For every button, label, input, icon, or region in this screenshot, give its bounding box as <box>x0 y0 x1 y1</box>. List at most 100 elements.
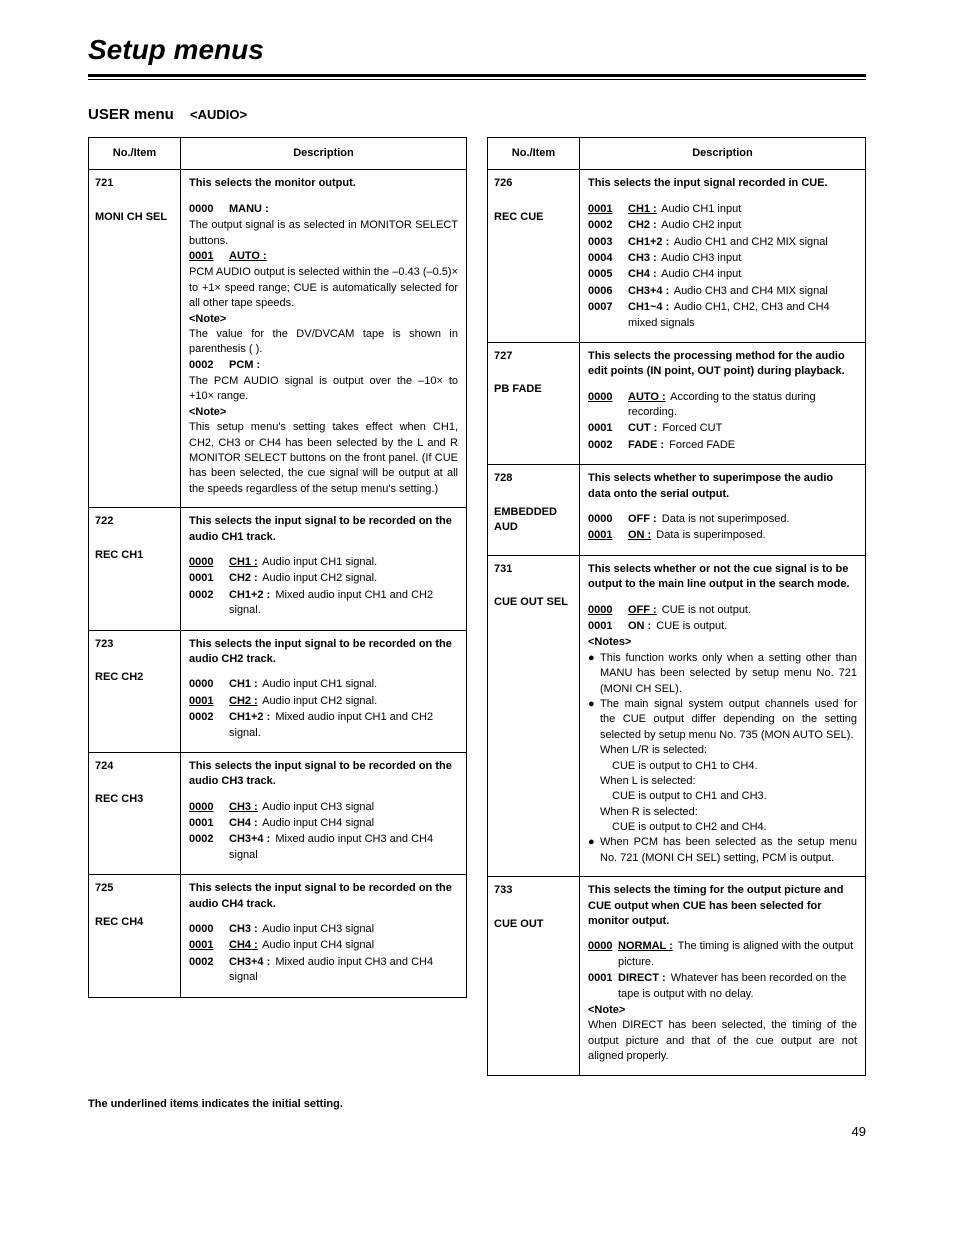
opt-label: OFF : <box>628 513 659 525</box>
opt-label: CH1+2 : <box>229 711 272 723</box>
opt-row: 0000 CH3 : Audio input CH3 signal <box>189 922 458 937</box>
opt-label: CH1+2 : <box>229 589 272 601</box>
item-no: 723 <box>95 637 174 652</box>
desc-cell: This selects the input signal recorded i… <box>580 170 866 343</box>
page-title: Setup menus <box>88 34 866 66</box>
item-name: REC CH3 <box>95 792 174 807</box>
note-sub: When L is selected: <box>588 774 857 789</box>
bullet: ●The main signal system output channels … <box>588 697 857 743</box>
opt-label: CH1 : <box>229 678 260 690</box>
opt-code: 0007 <box>588 300 628 331</box>
opt-code: 0002 <box>588 438 628 453</box>
opt-code: 0002 <box>189 832 229 863</box>
opt-desc: The PCM AUDIO signal is output over the … <box>189 374 458 405</box>
opt-row: 0000OFF : Data is not superimposed. <box>588 512 857 527</box>
opt-text: Audio CH2 input <box>659 219 742 231</box>
table-row: 726 REC CUE This selects the input signa… <box>488 170 866 343</box>
bullet-text: When PCM has been selected as the setup … <box>600 835 857 866</box>
opt-code: 0003 <box>588 235 628 250</box>
footnote: The underlined items indicates the initi… <box>88 1098 866 1110</box>
opt-row: 0004CH3 : Audio CH3 input <box>588 251 857 266</box>
opt-text: Audio input CH2 signal. <box>260 572 377 584</box>
opt-code: 0006 <box>588 284 628 299</box>
desc-cell: This selects whether or not the cue sign… <box>580 555 866 876</box>
desc-cell: This selects the timing for the output p… <box>580 877 866 1075</box>
opt-label: MANU : <box>229 202 271 217</box>
note-text: The value for the DV/DVCAM tape is shown… <box>189 327 458 358</box>
bullet: ●When PCM has been selected as the setup… <box>588 835 857 866</box>
opt-label: CH3 : <box>229 923 260 935</box>
item-name: REC CH2 <box>95 670 174 685</box>
opt-text: Audio input CH1 signal. <box>260 556 377 568</box>
item-no: 727 <box>494 349 573 364</box>
opt-label: AUTO : <box>628 391 668 403</box>
opt-code: 0000 <box>189 555 229 570</box>
opt-row: 0001 CH2 : Audio input CH2 signal. <box>189 571 458 586</box>
header-desc: Description <box>580 138 866 170</box>
note-tag: <Note> <box>189 405 458 420</box>
note-sub: CUE is output to CH1 to CH4. <box>588 759 857 774</box>
item-cell: 727 PB FADE <box>488 342 580 464</box>
note-sub: CUE is output to CH2 and CH4. <box>588 820 857 835</box>
opt-label: NORMAL : <box>618 940 675 952</box>
item-no: 724 <box>95 759 174 774</box>
opt-label: DIRECT : <box>618 972 668 984</box>
opt-row: 0000 CH3 : Audio input CH3 signal <box>189 800 458 815</box>
table-header-row: No./Item Description <box>89 138 467 170</box>
opt-text: Audio CH4 input <box>659 268 742 280</box>
opt-row: 0002 PCM : <box>189 358 458 373</box>
item-no: 726 <box>494 176 573 191</box>
item-cell: 731 CUE OUT SEL <box>488 555 580 876</box>
opt-row: 0002 CH1+2 : Mixed audio input CH1 and C… <box>189 710 458 741</box>
item-no: 725 <box>95 881 174 896</box>
bullet-dot: ● <box>588 835 600 866</box>
table-header-row: No./Item Description <box>488 138 866 170</box>
opt-label: ON : <box>628 620 653 632</box>
table-row: 727 PB FADE This selects the processing … <box>488 342 866 464</box>
opt-code: 0004 <box>588 251 628 266</box>
left-table: No./Item Description 721 MONI CH SEL Thi… <box>88 137 467 998</box>
opt-row: 0000 MANU : <box>189 202 458 217</box>
item-no: 721 <box>95 176 174 191</box>
opt-label: CH3+4 : <box>229 833 272 845</box>
table-row: 722 REC CH1 This selects the input signa… <box>89 508 467 630</box>
opt-code: 0001 <box>189 249 229 264</box>
bullet-text: The main signal system output channels u… <box>600 697 857 743</box>
item-name: EMBEDDED AUD <box>494 505 573 536</box>
table-row: 733 CUE OUT This selects the timing for … <box>488 877 866 1075</box>
table-row: 724 REC CH3 This selects the input signa… <box>89 752 467 874</box>
note-text: This setup menu's setting takes effect w… <box>189 420 458 497</box>
opt-label: CH4 : <box>229 817 260 829</box>
opt-label: CH1~4 : <box>628 301 671 313</box>
opt-row: 0000AUTO : According to the status durin… <box>588 390 857 421</box>
right-column: No./Item Description 726 REC CUE This se… <box>487 137 866 1076</box>
opt-row: 0001ON : Data is superimposed. <box>588 528 857 543</box>
opt-label: PCM : <box>229 358 262 373</box>
section-name: USER menu <box>88 106 174 123</box>
opt-label: CH1 : <box>229 556 260 568</box>
section-header: USER menu <AUDIO> <box>88 106 866 123</box>
item-no: 722 <box>95 514 174 529</box>
opt-code: 0001 <box>588 528 628 543</box>
desc-cell: This selects the processing method for t… <box>580 342 866 464</box>
bullet-dot: ● <box>588 651 600 697</box>
desc-cell: This selects the input signal to be reco… <box>181 508 467 630</box>
opt-row: 0001CUT : Forced CUT <box>588 421 857 436</box>
item-name: MONI CH SEL <box>95 210 174 225</box>
desc-cell: This selects the monitor output. 0000 MA… <box>181 170 467 508</box>
opt-label: FADE : <box>628 439 666 451</box>
opt-desc: The output signal is as selected in MONI… <box>189 218 458 249</box>
opt-row: 0002CH2 : Audio CH2 input <box>588 218 857 233</box>
header-item: No./Item <box>89 138 181 170</box>
opt-text: Forced CUT <box>659 422 722 434</box>
title-rule <box>88 74 866 80</box>
note-sub: When L/R is selected: <box>588 743 857 758</box>
opt-code: 0001 <box>189 571 229 586</box>
opt-label: CH3+4 : <box>628 285 671 297</box>
opt-text: Audio input CH1 signal. <box>260 678 377 690</box>
opt-text: Audio input CH3 signal <box>260 801 374 813</box>
opt-label: CH2 : <box>628 219 659 231</box>
opt-code: 0005 <box>588 267 628 282</box>
item-cell: 728 EMBEDDED AUD <box>488 465 580 556</box>
opt-code: 0002 <box>189 588 229 619</box>
